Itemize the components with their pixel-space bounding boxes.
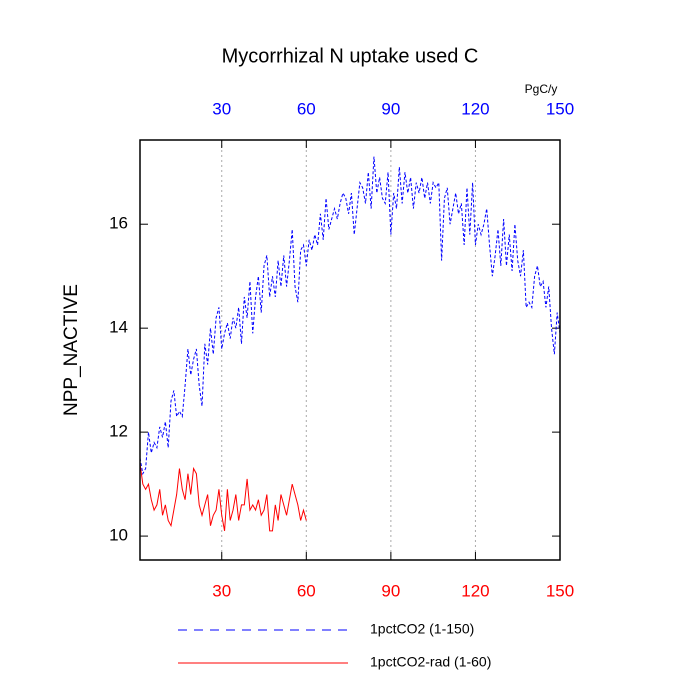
- x2-tick-label: 30: [212, 99, 231, 118]
- y-tick-label: 14: [109, 318, 128, 337]
- x2-tick-label: 150: [546, 99, 574, 118]
- x-tick-label: 150: [546, 581, 574, 600]
- y-tick-label: 10: [109, 526, 128, 545]
- legend-label: 1pctCO2 (1-150): [370, 621, 474, 637]
- x-tick-label: 120: [461, 581, 489, 600]
- series-line: [139, 156, 561, 476]
- x-tick-label: 90: [381, 581, 400, 600]
- x2-tick-label: 90: [381, 99, 400, 118]
- x2-tick-label: 120: [461, 99, 489, 118]
- x2-tick-label: 60: [297, 99, 316, 118]
- legend-label: 1pctCO2-rad (1-60): [370, 654, 491, 670]
- y-tick-label: 12: [109, 422, 128, 441]
- y-axis-label: NPP_NACTIVE: [61, 284, 82, 416]
- y-tick-label: 16: [109, 214, 128, 233]
- series-line: [139, 463, 307, 532]
- x2-axis-label: PgC/y: [525, 82, 558, 96]
- chart-title: Mycorrhizal N uptake used C: [222, 45, 479, 67]
- x-tick-label: 30: [212, 581, 231, 600]
- plot-frame: [139, 139, 561, 561]
- x-tick-label: 60: [297, 581, 316, 600]
